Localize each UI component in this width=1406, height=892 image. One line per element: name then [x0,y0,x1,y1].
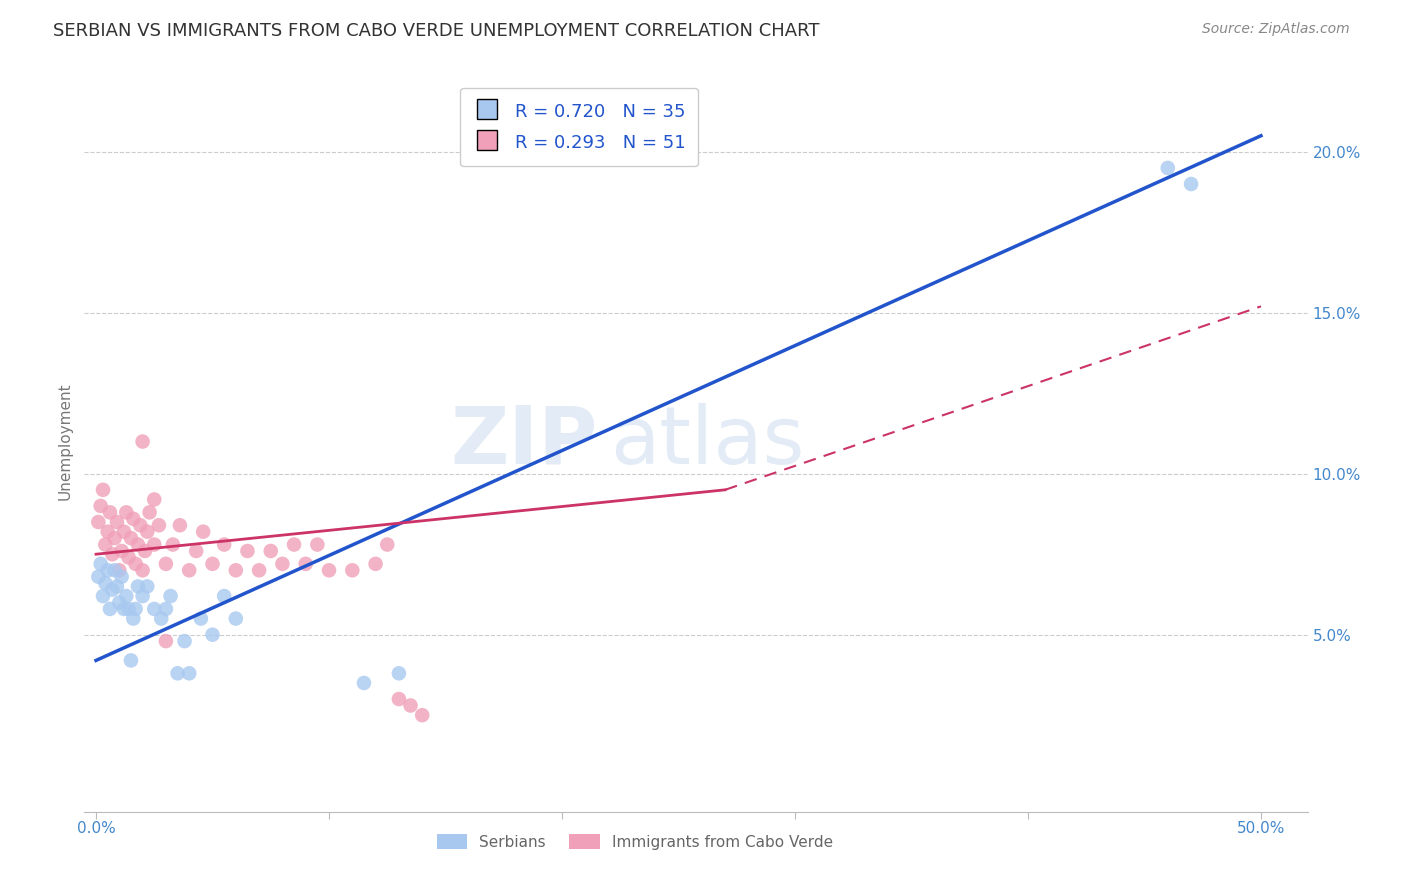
Point [155,602,177,616]
Point [112,602,135,616]
Point [155,634,177,648]
Point [179,563,201,577]
Point [127,579,149,593]
Point [111,570,134,584]
Legend: Serbians, Immigrants from Cabo Verde: Serbians, Immigrants from Cabo Verde [430,828,839,856]
Point [148,518,170,533]
Point [131,434,153,449]
Point [108,595,131,609]
Point [271,557,294,571]
Point [134,544,156,558]
Point [388,666,411,681]
Point [122,512,145,526]
Text: 50.0%: 50.0% [1237,822,1285,837]
Point [143,492,166,507]
Point [94,537,117,551]
Point [212,537,235,551]
Point [129,518,152,533]
Point [169,518,191,533]
Point [212,589,235,603]
Point [201,557,224,571]
Point [225,611,247,625]
Point [1180,177,1202,191]
Point [399,698,422,713]
Point [190,611,212,625]
Text: SERBIAN VS IMMIGRANTS FROM CABO VERDE UNEMPLOYMENT CORRELATION CHART: SERBIAN VS IMMIGRANTS FROM CABO VERDE UN… [53,22,820,40]
Point [97,563,120,577]
Point [173,634,195,648]
Point [294,557,316,571]
Point [388,692,411,706]
Point [375,537,398,551]
Point [1157,161,1180,175]
Point [90,557,112,571]
Point [97,524,120,539]
Point [105,515,128,529]
Text: Source: ZipAtlas.com: Source: ZipAtlas.com [1202,22,1350,37]
Point [115,589,138,603]
Point [101,547,124,561]
Point [111,544,134,558]
Text: 0.0%: 0.0% [77,822,115,837]
Point [117,550,139,565]
Point [104,563,127,577]
Point [136,524,159,539]
Point [115,505,138,519]
Y-axis label: Unemployment: Unemployment [58,383,73,500]
Point [318,563,340,577]
Text: atlas: atlas [610,402,804,481]
Point [98,602,121,616]
Point [104,531,127,545]
Point [225,563,247,577]
Point [108,563,131,577]
Point [117,602,139,616]
Point [138,505,160,519]
Point [94,576,117,591]
Point [162,537,184,551]
Point [124,557,146,571]
Point [150,611,173,625]
Point [131,563,153,577]
Point [364,557,387,571]
Point [166,666,188,681]
Point [131,589,153,603]
Point [201,628,224,642]
Point [353,676,375,690]
Point [136,579,159,593]
Point [101,582,124,597]
Point [127,537,149,551]
Point [307,537,329,551]
Text: ZIP: ZIP [451,402,598,481]
Point [120,653,142,667]
Point [283,537,305,551]
Point [342,563,364,577]
Point [120,531,142,545]
Point [186,544,208,558]
Point [87,515,110,529]
Point [87,570,110,584]
Point [411,708,433,723]
Point [247,563,270,577]
Point [98,505,121,519]
Point [124,602,146,616]
Point [122,611,145,625]
Point [179,666,201,681]
Point [193,524,215,539]
Point [105,579,128,593]
Point [159,589,181,603]
Point [143,602,166,616]
Point [143,537,166,551]
Point [260,544,283,558]
Point [90,499,112,513]
Point [236,544,259,558]
Point [155,557,177,571]
Point [91,483,114,497]
Point [91,589,114,603]
Point [112,524,135,539]
